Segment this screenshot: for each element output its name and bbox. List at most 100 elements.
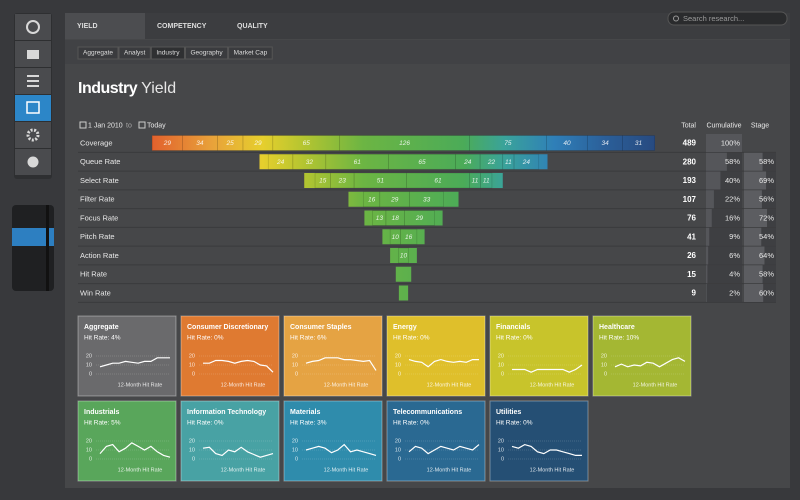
nav-settings[interactable] [15,122,51,148]
row-label: Focus Rate [80,213,118,222]
tile[interactable] [592,315,692,397]
segment-label: 16 [368,196,376,203]
segment-label: 10 [392,234,400,241]
subtab[interactable] [184,46,229,60]
tile-hit-rate: Hit Rate: 3% [290,420,327,427]
segment-label: 11 [472,178,479,185]
segment-label: 61 [354,159,362,166]
tab[interactable] [65,13,145,39]
funnel-segment [389,228,401,245]
tile[interactable] [489,400,589,482]
sidebar [12,13,54,291]
stage-label: 60% [759,288,774,297]
stage-bar [744,246,765,265]
notebook-band [12,228,54,246]
tab[interactable] [145,13,225,39]
tile[interactable] [386,400,486,482]
cumulative-bar [706,190,714,209]
segment-label: 33 [423,196,431,203]
spark-tick-label: 0 [501,371,504,377]
segment-label: 51 [377,178,385,185]
segment-label: 34 [196,140,204,147]
sparkline [511,443,582,456]
spark-tick-label: 20 [292,353,298,359]
cumulative-label: 40% [725,176,740,185]
tile[interactable] [283,400,383,482]
search-box[interactable] [667,11,788,26]
segment-label: 126 [399,140,410,147]
cumulative-bar [706,246,709,265]
subtab-label: Aggregate [83,50,113,57]
spark-tick-label: 10 [498,447,504,453]
spark-tick-label: 10 [601,362,607,368]
cumulative-cell [706,227,742,246]
row-label: Action Rate [80,251,119,260]
notebook[interactable] [12,205,54,291]
segment-label: 65 [418,159,426,166]
notebook-strap [46,205,49,291]
nav-chart[interactable] [15,95,51,121]
spark-tick-label: 0 [192,456,195,462]
stage-bar [744,190,762,209]
sparkline [99,357,170,368]
tab[interactable] [225,13,305,39]
cumulative-label: 58% [725,157,740,166]
sparkline [408,444,480,455]
date-to[interactable]: Today [147,122,166,129]
date-from[interactable]: 1 Jan 2010 [88,122,123,129]
funnel-segment [398,247,409,264]
stage-label: 56% [759,195,774,204]
tile-name: Telecommunications [393,409,462,416]
cumulative-bar [706,227,710,246]
tile-hit-rate: Hit Rate: 0% [496,420,533,427]
tile[interactable] [180,315,280,397]
sparkline [202,446,274,458]
spark-tick-label: 10 [86,362,92,368]
segment-label: 24 [276,159,285,166]
tile[interactable] [489,315,589,397]
row-label: Coverage [80,138,113,147]
spark-tick-label: 20 [86,353,92,359]
icon [26,101,40,114]
tile-name: Consumer Discretionary [187,324,268,331]
stage-bar [744,152,763,171]
spark-tick-label: 0 [604,371,607,377]
subtab[interactable] [228,46,273,60]
tile[interactable] [77,315,177,397]
tile[interactable] [386,315,486,397]
spark-tick-label: 10 [189,362,195,368]
icon [27,80,39,82]
stage-bar [744,209,768,227]
spark-caption: 12-Month Hit Rate [118,382,163,388]
sparkline [305,443,377,456]
icon [27,75,39,77]
tile[interactable] [180,400,280,482]
spark-tick-label: 0 [398,456,401,462]
segment-label: 10 [400,253,408,260]
icon [26,128,40,142]
tile-name: Consumer Staples [290,324,352,331]
sparkline [408,358,479,368]
nav-dashboard[interactable] [15,14,51,40]
spark-caption: 12-Month Hit Rate [530,467,575,473]
tile-name: Information Technology [187,409,266,416]
stage-label: 69% [759,176,774,185]
segment-label: 40 [563,140,571,147]
subtab[interactable] [118,46,151,60]
cumulative-cell [706,209,742,227]
tile-hit-rate: Hit Rate: 5% [84,420,121,427]
spark-tick-label: 10 [498,362,504,368]
segment-label: 29 [163,140,172,147]
subtab[interactable] [77,46,119,60]
row-total: 193 [683,176,697,185]
row-label: Hit Rate [80,270,107,279]
subtab-label: Market Cap [234,50,268,57]
tile[interactable] [283,315,383,397]
spark-tick-label: 20 [395,353,401,359]
stage-bar [744,171,767,190]
tile-hit-rate: Hit Rate: 0% [187,335,224,342]
tile[interactable] [77,400,177,482]
spark-caption: 12-Month Hit Rate [427,467,472,473]
tile-name: Healthcare [599,324,635,331]
subtab[interactable] [150,46,185,60]
